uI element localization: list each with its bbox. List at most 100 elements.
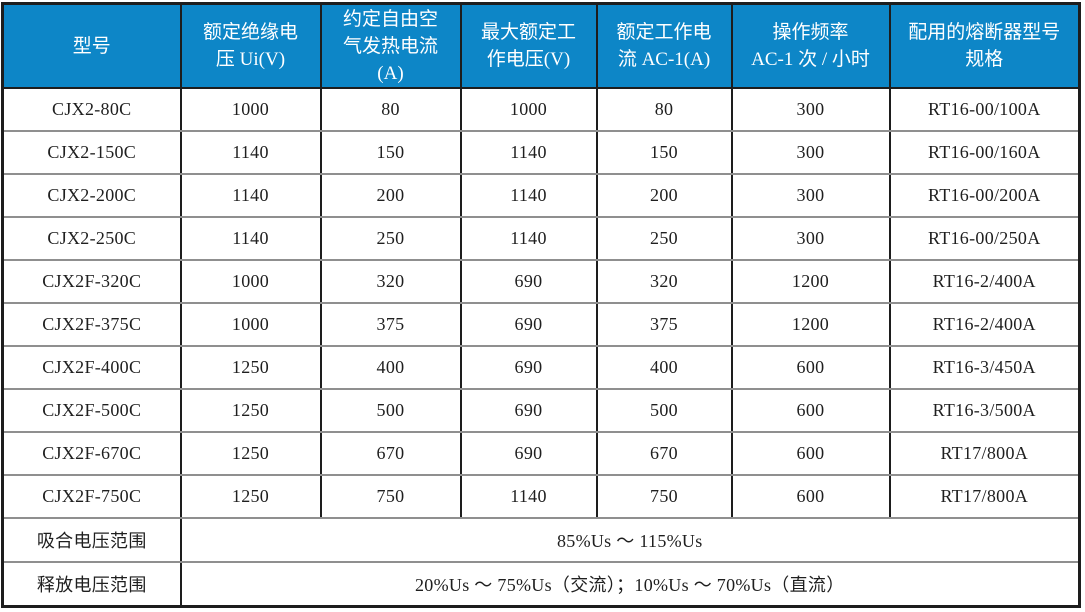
table-row: CJX2-200C 1140 200 1140 200 300 RT16-00/…: [1, 173, 1081, 218]
table-cell: 1140: [179, 130, 322, 175]
column-header-rated-working-current: 额定工作电 流 AC-1(A): [595, 2, 733, 89]
table-row: CJX2F-320C 1000 320 690 320 1200 RT16-2/…: [1, 259, 1081, 304]
model-cell: CJX2-250C: [1, 216, 182, 261]
table-row: CJX2F-375C 1000 375 690 375 1200 RT16-2/…: [1, 302, 1081, 347]
table-cell: 670: [595, 431, 733, 476]
column-header-rated-insulation-voltage: 额定绝缘电 压 Ui(V): [179, 2, 322, 89]
table-cell: 375: [595, 302, 733, 347]
column-header-max-working-voltage: 最大额定工 作电压(V): [459, 2, 598, 89]
table-cell: 690: [459, 302, 598, 347]
model-cell: CJX2F-750C: [1, 474, 182, 519]
header-line: AC-1 次 / 小时: [751, 49, 870, 70]
table-row: CJX2F-500C 1250 500 690 500 600 RT16-3/5…: [1, 388, 1081, 433]
table-cell: 80: [595, 87, 733, 132]
table-cell: 690: [459, 345, 598, 390]
header-line: 操作频率: [772, 22, 849, 43]
table-cell: 1250: [179, 474, 322, 519]
header-line: 额定工作电: [616, 22, 712, 43]
table-cell: 250: [319, 216, 462, 261]
header-row: 型号 额定绝缘电 压 Ui(V) 约定自由空 气发热电流 (A) 最大额定工 作…: [1, 2, 1081, 89]
table-cell: RT16-00/200A: [888, 173, 1081, 218]
header-line: 配用的熔断器型号: [908, 22, 1061, 43]
release-voltage-value: 20%Us ～ 75%Us（交流）；10%Us ～ 70%Us（直流）: [179, 561, 1081, 608]
table-row: CJX2-250C 1140 250 1140 250 300 RT16-00/…: [1, 216, 1081, 261]
table-cell: RT16-2/400A: [888, 259, 1081, 304]
table-cell: 670: [319, 431, 462, 476]
model-cell: CJX2F-400C: [1, 345, 182, 390]
table-cell: 1250: [179, 388, 322, 433]
table-cell: 300: [730, 87, 891, 132]
table-cell: 500: [595, 388, 733, 433]
table-cell: 1000: [179, 87, 322, 132]
table-row: CJX2F-670C 1250 670 690 670 600 RT17/800…: [1, 431, 1081, 476]
header-line: 作电压(V): [486, 49, 571, 70]
table-cell: 320: [595, 259, 733, 304]
table-cell: 150: [319, 130, 462, 175]
table-header: 型号 额定绝缘电 压 Ui(V) 约定自由空 气发热电流 (A) 最大额定工 作…: [1, 2, 1081, 89]
table-cell: 400: [595, 345, 733, 390]
table-cell: RT17/800A: [888, 474, 1081, 519]
table-body: CJX2-80C 1000 80 1000 80 300 RT16-00/100…: [1, 87, 1081, 608]
model-cell: CJX2F-500C: [1, 388, 182, 433]
column-header-model: 型号: [1, 2, 182, 89]
table-cell: 690: [459, 259, 598, 304]
table-cell: RT16-00/250A: [888, 216, 1081, 261]
header-line: (A): [377, 62, 404, 84]
table-cell: 250: [595, 216, 733, 261]
column-header-conventional-thermal-current: 约定自由空 气发热电流 (A): [319, 2, 462, 89]
release-voltage-row: 释放电压范围 20%Us ～ 75%Us（交流）；10%Us ～ 70%Us（直…: [1, 561, 1081, 608]
header-line: 气发热电流: [342, 35, 438, 57]
table-cell: RT16-00/100A: [888, 87, 1081, 132]
table-cell: RT16-3/500A: [888, 388, 1081, 433]
table-row: CJX2F-750C 1250 750 1140 750 600 RT17/80…: [1, 474, 1081, 519]
table-cell: 1000: [179, 259, 322, 304]
header-line: 压 Ui(V): [215, 49, 286, 70]
table-cell: 1140: [459, 216, 598, 261]
table-cell: 600: [730, 431, 891, 476]
pickup-voltage-row: 吸合电压范围 85%Us ～ 115%Us: [1, 517, 1081, 563]
header-line: 流 AC-1(A): [617, 49, 711, 70]
model-cell: CJX2F-375C: [1, 302, 182, 347]
table-cell: 300: [730, 216, 891, 261]
model-cell: CJX2F-320C: [1, 259, 182, 304]
table-row: CJX2-150C 1140 150 1140 150 300 RT16-00/…: [1, 130, 1081, 175]
table-cell: 1140: [459, 474, 598, 519]
table-cell: 1200: [730, 259, 891, 304]
table-cell: 690: [459, 431, 598, 476]
table-cell: 1250: [179, 431, 322, 476]
table-cell: 750: [319, 474, 462, 519]
header-line: 型号: [72, 35, 111, 57]
table-cell: RT16-3/450A: [888, 345, 1081, 390]
table-cell: 600: [730, 474, 891, 519]
model-cell: CJX2-150C: [1, 130, 182, 175]
header-line: 额定绝缘电: [202, 22, 298, 43]
table-cell: 1140: [459, 130, 598, 175]
table-cell: 320: [319, 259, 462, 304]
table-cell: 1140: [179, 173, 322, 218]
header-line: 最大额定工: [480, 22, 576, 43]
table-cell: 1000: [459, 87, 598, 132]
model-cell: CJX2-200C: [1, 173, 182, 218]
table-cell: 1200: [730, 302, 891, 347]
table-cell: 300: [730, 173, 891, 218]
table-cell: 1140: [459, 173, 598, 218]
table-cell: 150: [595, 130, 733, 175]
model-cell: CJX2-80C: [1, 87, 182, 132]
table-cell: 400: [319, 345, 462, 390]
table-cell: 750: [595, 474, 733, 519]
table-cell: 1000: [179, 302, 322, 347]
model-cell: CJX2F-670C: [1, 431, 182, 476]
table-cell: 600: [730, 388, 891, 433]
table-row: CJX2F-400C 1250 400 690 400 600 RT16-3/4…: [1, 345, 1081, 390]
table-cell: 300: [730, 130, 891, 175]
table-cell: 690: [459, 388, 598, 433]
table-cell: 200: [595, 173, 733, 218]
table-cell: 500: [319, 388, 462, 433]
column-header-fuse-spec: 配用的熔断器型号 规格: [888, 2, 1081, 89]
table-cell: RT16-2/400A: [888, 302, 1081, 347]
table-cell: 600: [730, 345, 891, 390]
header-line: 约定自由空: [342, 8, 438, 30]
table-row: CJX2-80C 1000 80 1000 80 300 RT16-00/100…: [1, 87, 1081, 132]
